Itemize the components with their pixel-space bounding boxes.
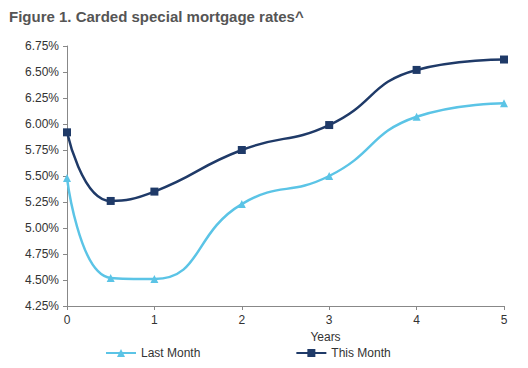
svg-text:4.25%: 4.25% bbox=[25, 299, 59, 313]
svg-text:5: 5 bbox=[501, 313, 508, 327]
svg-text:4.50%: 4.50% bbox=[25, 273, 59, 287]
svg-text:Last Month: Last Month bbox=[141, 346, 200, 360]
svg-text:2: 2 bbox=[238, 313, 245, 327]
svg-text:4.75%: 4.75% bbox=[25, 247, 59, 261]
svg-text:6.00%: 6.00% bbox=[25, 117, 59, 131]
svg-text:1: 1 bbox=[151, 313, 158, 327]
svg-text:5.50%: 5.50% bbox=[25, 169, 59, 183]
svg-text:6.50%: 6.50% bbox=[25, 65, 59, 79]
svg-text:Years: Years bbox=[310, 330, 340, 344]
svg-text:6.75%: 6.75% bbox=[25, 39, 59, 53]
svg-text:5.00%: 5.00% bbox=[25, 221, 59, 235]
svg-text:Figure 1. Carded special mortg: Figure 1. Carded special mortgage rates^ bbox=[9, 8, 304, 25]
svg-text:4: 4 bbox=[413, 313, 420, 327]
svg-text:5.75%: 5.75% bbox=[25, 143, 59, 157]
svg-text:5.25%: 5.25% bbox=[25, 195, 59, 209]
svg-text:0: 0 bbox=[64, 313, 71, 327]
svg-text:3: 3 bbox=[326, 313, 333, 327]
svg-text:6.25%: 6.25% bbox=[25, 91, 59, 105]
svg-text:This Month: This Month bbox=[331, 346, 390, 360]
